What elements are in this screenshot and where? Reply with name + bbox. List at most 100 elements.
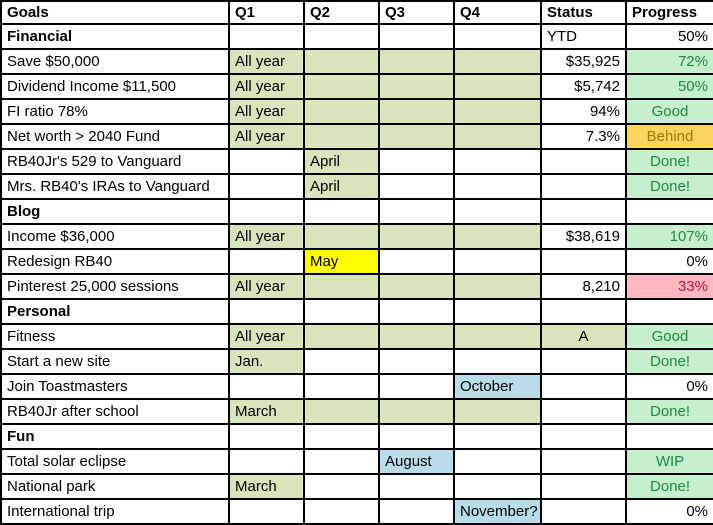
cell-status[interactable] xyxy=(540,373,627,400)
cell-q4[interactable] xyxy=(453,223,542,250)
cell-q3[interactable] xyxy=(378,473,455,500)
cell-q2[interactable] xyxy=(303,498,380,525)
cell-q2[interactable] xyxy=(303,273,380,300)
cell-status[interactable] xyxy=(540,398,627,425)
cell-progress[interactable]: 0% xyxy=(625,248,713,275)
cell-goal[interactable]: Fitness xyxy=(0,323,230,350)
cell-q1[interactable] xyxy=(228,148,305,175)
cell-progress[interactable]: WIP xyxy=(625,448,713,475)
cell-q3[interactable] xyxy=(378,148,455,175)
cell-goal[interactable]: Save $50,000 xyxy=(0,48,230,75)
cell-q4[interactable]: November? xyxy=(453,498,542,525)
cell-status[interactable]: YTD xyxy=(540,23,627,50)
cell-q2[interactable] xyxy=(303,298,380,325)
cell-q3[interactable] xyxy=(378,48,455,75)
column-header-q2[interactable]: Q2 xyxy=(303,0,380,25)
cell-q2[interactable] xyxy=(303,348,380,375)
cell-q3[interactable] xyxy=(378,98,455,125)
cell-q1[interactable] xyxy=(228,173,305,200)
cell-goal[interactable]: Net worth > 2040 Fund xyxy=(0,123,230,150)
cell-q3[interactable] xyxy=(378,23,455,50)
cell-q3[interactable] xyxy=(378,198,455,225)
cell-status[interactable] xyxy=(540,448,627,475)
cell-q3[interactable] xyxy=(378,373,455,400)
cell-q3[interactable]: August xyxy=(378,448,455,475)
cell-q1[interactable]: All year xyxy=(228,323,305,350)
cell-goal[interactable]: Fun xyxy=(0,423,230,450)
cell-progress[interactable]: 72% xyxy=(625,48,713,75)
cell-goal[interactable]: Mrs. RB40's IRAs to Vanguard xyxy=(0,173,230,200)
cell-q1[interactable]: All year xyxy=(228,48,305,75)
cell-q2[interactable] xyxy=(303,123,380,150)
cell-q3[interactable] xyxy=(378,498,455,525)
cell-goal[interactable]: National park xyxy=(0,473,230,500)
cell-progress[interactable] xyxy=(625,423,713,450)
cell-status[interactable]: 8,210 xyxy=(540,273,627,300)
cell-q4[interactable] xyxy=(453,23,542,50)
cell-goal[interactable]: Pinterest 25,000 sessions xyxy=(0,273,230,300)
cell-q2[interactable]: May xyxy=(303,248,380,275)
cell-q3[interactable] xyxy=(378,123,455,150)
cell-q4[interactable] xyxy=(453,298,542,325)
cell-q3[interactable] xyxy=(378,298,455,325)
cell-status[interactable] xyxy=(540,173,627,200)
cell-q3[interactable] xyxy=(378,248,455,275)
cell-progress[interactable]: Behind xyxy=(625,123,713,150)
column-header-progress[interactable]: Progress xyxy=(625,0,713,25)
cell-q4[interactable] xyxy=(453,148,542,175)
cell-progress[interactable]: 50% xyxy=(625,23,713,50)
cell-goal[interactable]: International trip xyxy=(0,498,230,525)
cell-q4[interactable] xyxy=(453,448,542,475)
cell-q1[interactable] xyxy=(228,198,305,225)
cell-q1[interactable]: All year xyxy=(228,73,305,100)
cell-status[interactable] xyxy=(540,423,627,450)
cell-goal[interactable]: RB40Jr after school xyxy=(0,398,230,425)
cell-q1[interactable] xyxy=(228,448,305,475)
cell-progress[interactable]: 50% xyxy=(625,73,713,100)
cell-q1[interactable]: March xyxy=(228,398,305,425)
cell-q3[interactable] xyxy=(378,73,455,100)
cell-status[interactable]: 7.3% xyxy=(540,123,627,150)
cell-q1[interactable]: All year xyxy=(228,223,305,250)
cell-q1[interactable] xyxy=(228,373,305,400)
cell-q1[interactable]: All year xyxy=(228,98,305,125)
cell-q1[interactable]: Jan. xyxy=(228,348,305,375)
cell-q2[interactable] xyxy=(303,98,380,125)
cell-q1[interactable] xyxy=(228,498,305,525)
cell-status[interactable]: $5,742 xyxy=(540,73,627,100)
cell-q3[interactable] xyxy=(378,323,455,350)
cell-q4[interactable] xyxy=(453,123,542,150)
cell-goal[interactable]: Dividend Income $11,500 xyxy=(0,73,230,100)
cell-q3[interactable] xyxy=(378,423,455,450)
cell-q3[interactable] xyxy=(378,398,455,425)
cell-status[interactable] xyxy=(540,298,627,325)
cell-q4[interactable] xyxy=(453,73,542,100)
cell-q4[interactable] xyxy=(453,423,542,450)
cell-progress[interactable]: Good xyxy=(625,98,713,125)
cell-q3[interactable] xyxy=(378,223,455,250)
cell-status[interactable]: 94% xyxy=(540,98,627,125)
cell-progress[interactable]: Good xyxy=(625,323,713,350)
cell-status[interactable] xyxy=(540,473,627,500)
cell-q4[interactable] xyxy=(453,348,542,375)
cell-q1[interactable]: All year xyxy=(228,123,305,150)
cell-progress[interactable]: Done! xyxy=(625,173,713,200)
cell-q2[interactable] xyxy=(303,373,380,400)
cell-goal[interactable]: Start a new site xyxy=(0,348,230,375)
cell-q4[interactable] xyxy=(453,473,542,500)
cell-q3[interactable] xyxy=(378,173,455,200)
cell-progress[interactable]: 107% xyxy=(625,223,713,250)
cell-q2[interactable] xyxy=(303,448,380,475)
cell-status[interactable]: A xyxy=(540,323,627,350)
cell-q2[interactable] xyxy=(303,48,380,75)
cell-q4[interactable] xyxy=(453,398,542,425)
cell-q1[interactable] xyxy=(228,298,305,325)
cell-q2[interactable]: April xyxy=(303,148,380,175)
cell-q2[interactable] xyxy=(303,473,380,500)
column-header-status[interactable]: Status xyxy=(540,0,627,25)
cell-goal[interactable]: Blog xyxy=(0,198,230,225)
cell-progress[interactable]: Done! xyxy=(625,473,713,500)
cell-progress[interactable]: 0% xyxy=(625,498,713,525)
cell-status[interactable] xyxy=(540,248,627,275)
cell-q4[interactable] xyxy=(453,248,542,275)
